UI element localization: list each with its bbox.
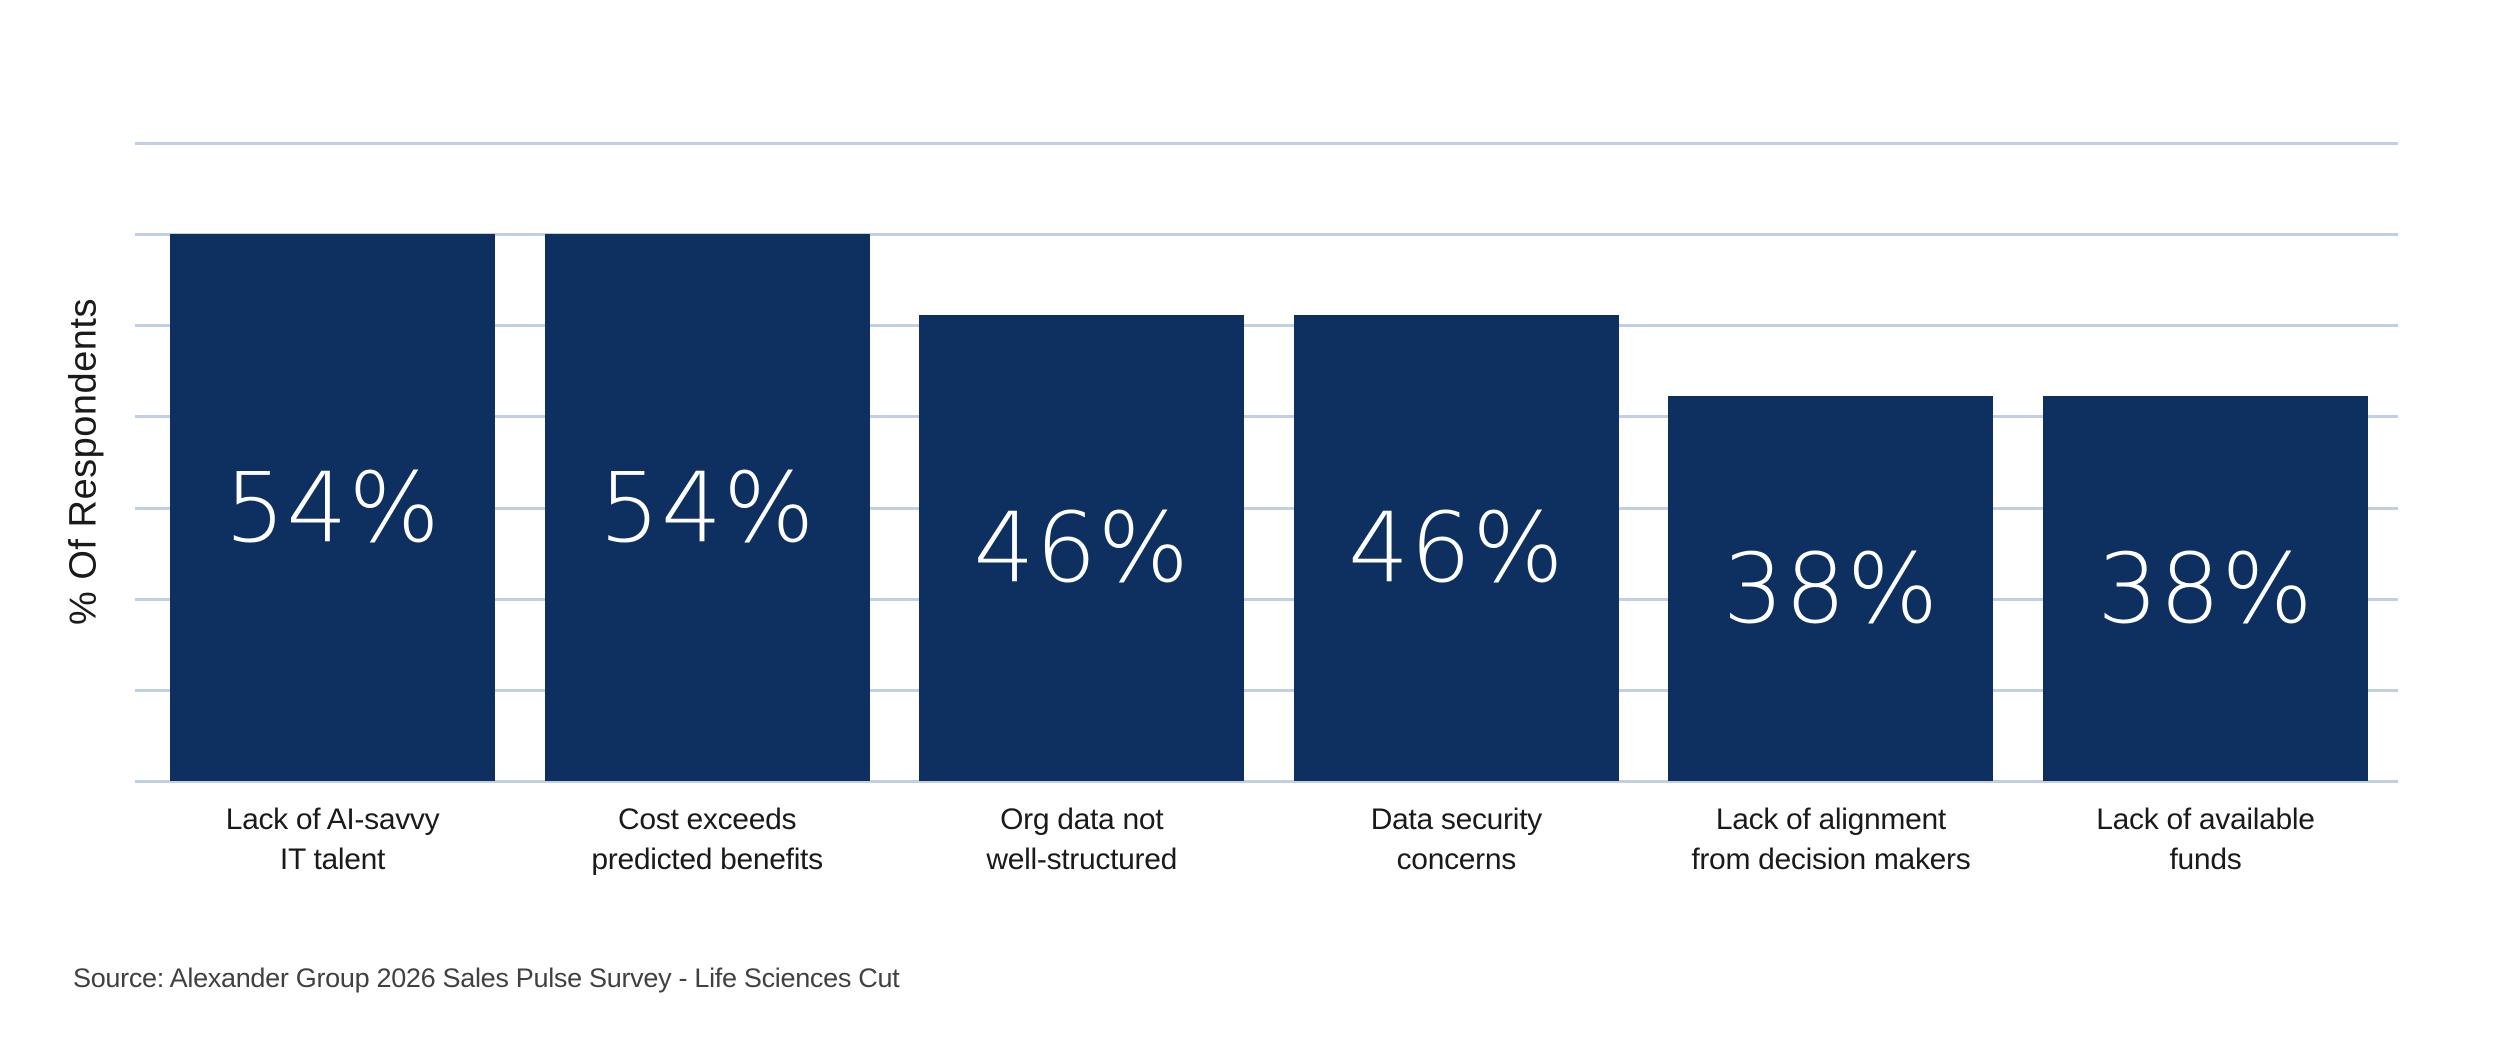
gridline: [135, 233, 2398, 237]
x-axis-label: Lack of alignment from decision makers: [1668, 800, 1993, 880]
x-axis-label-line: Cost exceeds: [618, 803, 797, 836]
x-axis-label: Lack of AI-savvy IT talent: [170, 800, 495, 880]
y-axis-title: % Of Respondents: [62, 298, 105, 626]
x-axis-label: Lack of available funds: [2043, 800, 2368, 880]
x-axis-label: Cost exceeds predicted benefits: [545, 800, 870, 880]
x-axis-label-line: funds: [2169, 843, 2242, 876]
x-axis-label-line: well-structured: [986, 843, 1177, 876]
source-note: Source: Alexander Group 2026 Sales Pulse…: [73, 963, 900, 993]
bar-org-data-not-well-structured: 46%: [919, 315, 1245, 781]
bar-lack-of-available-funds: 38%: [2042, 396, 2368, 781]
x-axis-labels: Lack of AI-savvy IT talent Cost exceeds …: [170, 800, 2368, 880]
gridline: [135, 415, 2398, 419]
bar-value-label: 54%: [224, 451, 441, 564]
gridline: [135, 597, 2398, 601]
bar-data-security-concerns: 46%: [1293, 315, 1619, 781]
x-axis-label: Data security concerns: [1294, 800, 1619, 880]
gridline: [135, 324, 2398, 328]
bar-lack-of-alignment-from-decision-makers: 38%: [1668, 396, 1994, 781]
x-axis-label-line: IT talent: [279, 843, 386, 876]
bar-value-label: 46%: [1348, 492, 1565, 605]
x-axis-label-line: Org data not: [1000, 803, 1164, 836]
gridline: [135, 688, 2398, 692]
bar-cost-exceeds-predicted-benefits: 54%: [544, 234, 870, 781]
x-axis-label-line: from decision makers: [1691, 843, 1971, 876]
gridline: [135, 142, 2398, 145]
plot-area: 54% 54% 46% 46% 38% 38%: [135, 142, 2398, 783]
x-axis-label-line: Lack of available: [2096, 803, 2315, 836]
x-axis-label-line: Data security: [1370, 803, 1542, 836]
x-axis-label: Org data not well-structured: [919, 800, 1244, 880]
bar-lack-of-ai-savvy-it-talent: 54%: [170, 234, 495, 781]
bar-value-label: 38%: [1722, 532, 1940, 645]
gridline: [135, 780, 2398, 783]
bars-row: 54% 54% 46% 46% 38% 38%: [170, 143, 2368, 781]
x-axis-label-line: Lack of alignment: [1715, 803, 1946, 836]
bar-value-label: 38%: [2097, 532, 2314, 645]
gridline: [135, 506, 2398, 510]
x-axis-label-line: concerns: [1396, 843, 1517, 876]
x-axis-label-line: predicted benefits: [591, 843, 823, 876]
bar-value-label: 54%: [598, 451, 816, 564]
x-axis-label-line: Lack of AI-savvy: [225, 803, 440, 836]
bar-value-label: 46%: [973, 492, 1190, 605]
gridlines: [135, 142, 2398, 783]
